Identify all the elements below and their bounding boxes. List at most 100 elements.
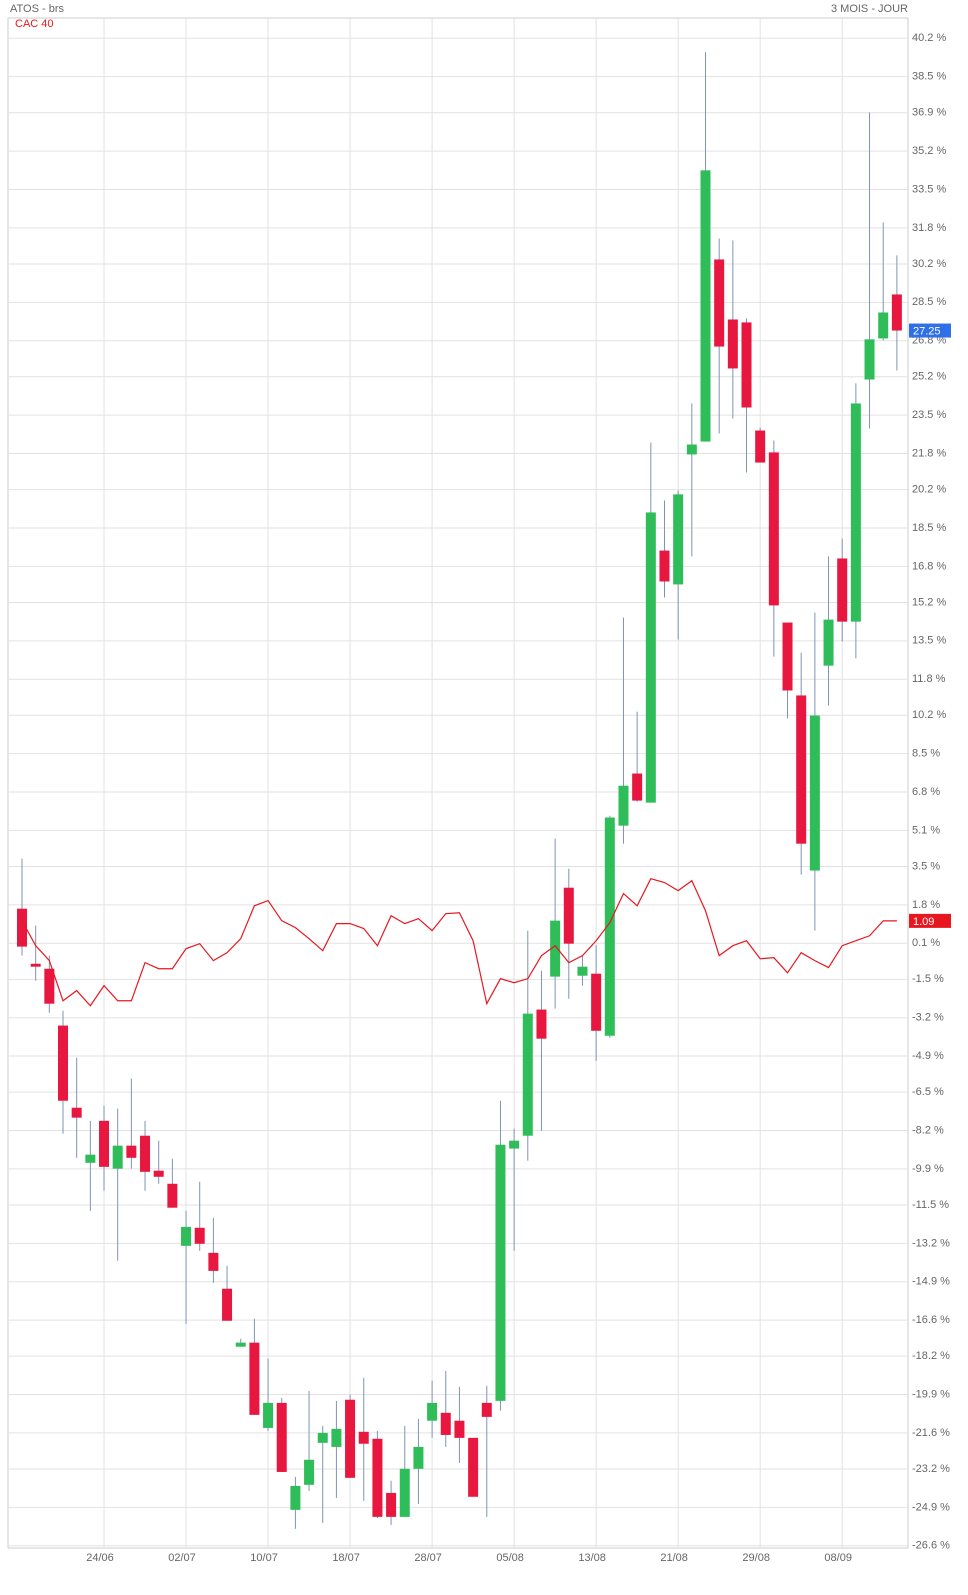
y-tick-label: 23.5 % [912, 409, 946, 421]
candle-body [399, 1468, 410, 1517]
y-tick-label: -16.6 % [912, 1314, 950, 1326]
candle-body [796, 695, 807, 844]
candle-body [30, 963, 41, 967]
last-value-badge [909, 323, 951, 338]
x-tick-label: 13/08 [578, 1552, 606, 1564]
series-name: ATOS - brs [10, 3, 64, 15]
candle-body [768, 452, 779, 606]
candle-body [700, 170, 711, 442]
candle-body [208, 1252, 219, 1271]
candle-body [809, 715, 820, 871]
y-tick-label: 28.5 % [912, 296, 946, 308]
candle-body [317, 1432, 328, 1443]
y-tick-label: 25.2 % [912, 371, 946, 383]
candle-body [495, 1144, 506, 1401]
y-tick-label: 11.8 % [912, 673, 946, 685]
y-tick-label: 26.8 % [912, 335, 946, 347]
candle-body [167, 1183, 178, 1208]
candle-body [44, 968, 55, 1004]
candle-body [413, 1446, 424, 1469]
candle-body [249, 1342, 260, 1415]
candle-body [358, 1431, 369, 1444]
last-value-label: 1.09 [913, 916, 934, 928]
last-value-label: 27.25 [913, 325, 941, 337]
y-tick-label: 3.5 % [912, 860, 940, 872]
y-tick-label: -1.5 % [912, 973, 944, 985]
candle-body [755, 430, 766, 463]
candle-body [112, 1145, 123, 1169]
y-tick-label: 33.5 % [912, 183, 946, 195]
x-tick-label: 08/09 [824, 1552, 852, 1564]
candle-body [468, 1437, 479, 1497]
legend-entry: CAC 40 [15, 18, 54, 30]
candle-body [126, 1145, 137, 1158]
candle-body [331, 1428, 342, 1447]
y-tick-label: -14.9 % [912, 1276, 950, 1288]
candle-body [276, 1402, 287, 1472]
y-tick-label: 21.8 % [912, 447, 946, 459]
y-tick-label: 8.5 % [912, 748, 940, 760]
y-tick-label: -9.9 % [912, 1163, 944, 1175]
y-tick-label: 1.8 % [912, 899, 940, 911]
candle-body [878, 312, 889, 339]
x-tick-label: 21/08 [660, 1552, 688, 1564]
y-tick-label: 16.8 % [912, 560, 946, 572]
candle-body [632, 773, 643, 801]
candle-body [153, 1170, 164, 1177]
y-tick-label: 20.2 % [912, 484, 946, 496]
candle-body [563, 887, 574, 944]
y-tick-label: -8.2 % [912, 1124, 944, 1136]
line-series [21, 877, 897, 1007]
candle-body [99, 1120, 110, 1167]
candle-body [618, 785, 629, 826]
marks [17, 52, 902, 1529]
candle-body [727, 319, 738, 369]
candle-body [345, 1399, 356, 1478]
candle-body [782, 622, 793, 691]
candle-body [290, 1485, 301, 1510]
candle-body [71, 1107, 82, 1118]
candle-body [181, 1226, 192, 1246]
y-tick-label: 30.2 % [912, 258, 946, 270]
candle-body [58, 1025, 69, 1101]
y-tick-label: 6.8 % [912, 786, 940, 798]
candle-body [509, 1140, 520, 1149]
y-tick-label: 13.5 % [912, 635, 946, 647]
candle-body [577, 966, 588, 976]
candle-body [522, 1013, 533, 1136]
y-tick-label: -24.9 % [912, 1501, 950, 1513]
candle-body [673, 494, 684, 585]
y-tick-label: 35.2 % [912, 145, 946, 157]
y-tick-label: -26.6 % [912, 1540, 950, 1552]
candle-body [741, 322, 752, 408]
candle-body [823, 619, 834, 666]
x-tick-label: 05/08 [496, 1552, 524, 1564]
candle-body [440, 1412, 451, 1435]
y-tick-label: 10.2 % [912, 709, 946, 721]
y-tick-label: -19.9 % [912, 1388, 950, 1400]
candle-body [645, 512, 656, 803]
last-value-badge [909, 913, 951, 928]
y-tick-label: -11.5 % [912, 1199, 949, 1211]
candle-body [659, 550, 670, 582]
candle-body [714, 259, 725, 347]
y-tick-label: -6.5 % [912, 1086, 944, 1098]
y-tick-label: -21.6 % [912, 1427, 950, 1439]
y-tick-label: 18.5 % [912, 522, 946, 534]
candle-body [235, 1342, 246, 1347]
y-tick-label: -13.2 % [912, 1237, 950, 1249]
y-tick-label: -18.2 % [912, 1350, 950, 1362]
candle-body [17, 908, 27, 947]
x-tick-label: 02/07 [168, 1552, 196, 1564]
candle-body [837, 558, 848, 622]
candle-body [550, 920, 561, 977]
y-tick-label: 38.5 % [912, 71, 946, 83]
x-tick-label: 29/08 [742, 1552, 770, 1564]
chart-subtitle: 3 MOIS - JOUR [831, 3, 908, 15]
x-tick-label: 24/06 [86, 1552, 114, 1564]
candle-body [481, 1402, 492, 1417]
y-tick-label: 5.1 % [912, 824, 940, 836]
candle-body [536, 1009, 547, 1039]
